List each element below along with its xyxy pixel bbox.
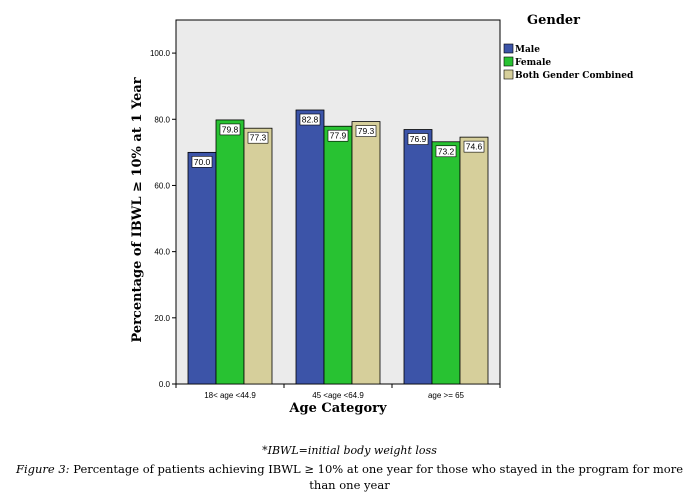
bar-female (215, 119, 245, 385)
bar-chart: 0.0 20.0 40.0 60.0 80.0 100.0 18< age <44.9 45… (130, 13, 634, 416)
data-label: 79.3 (358, 126, 375, 136)
y-tick-label: 0.0 (159, 380, 171, 389)
legend-swatch (503, 56, 514, 67)
y-tick-label: 80.0 (154, 115, 170, 124)
legend-label: Female (515, 58, 551, 68)
data-label: 73.2 (438, 146, 455, 156)
data-label-box (407, 133, 429, 145)
legend-label: Male (515, 45, 540, 55)
x-tick-label: 45 <age <64.9 (312, 391, 364, 400)
bar-male (187, 151, 217, 385)
bar-female (431, 141, 461, 385)
figure-caption: Figure 3: Percentage of patients achievi… (8, 461, 691, 493)
data-label: 77.9 (330, 131, 347, 141)
footnote: *IBWL=initial body weight loss (262, 444, 437, 457)
y-tick-label: 100.0 (150, 49, 171, 58)
legend-swatch (503, 69, 514, 80)
data-label: 79.8 (222, 124, 239, 134)
data-label: 70.0 (194, 157, 211, 167)
data-label: 82.8 (302, 115, 319, 125)
x-axis-title: Age Category (288, 401, 387, 416)
data-label-box (299, 113, 321, 126)
bar-both-gender-combined (243, 127, 273, 385)
data-label: 76.9 (410, 134, 427, 144)
data-label-box (247, 131, 269, 144)
data-label: 74.6 (466, 142, 483, 152)
bar-male (403, 129, 433, 385)
y-axis-title: Percentage of IBWL ≥ 10% at 1 Year (130, 77, 145, 342)
legend-label: Both Gender Combined (515, 71, 634, 81)
bar-male (295, 109, 325, 385)
bar-both-gender-combined (459, 136, 489, 385)
data-label-box (219, 123, 241, 136)
y-tick-label: 60.0 (154, 181, 170, 190)
data-label-box (355, 125, 377, 137)
data-label-box (327, 129, 349, 142)
data-label: 77.3 (250, 133, 267, 143)
data-label-box (463, 140, 485, 153)
x-tick-label: 18< age <44.9 (204, 391, 256, 400)
bar-both-gender-combined (351, 121, 381, 385)
data-labels: 70.0 79.8 77.3 82.8 77.9 79.3 76.9 73.2 74.6 (191, 113, 485, 168)
bar-female (323, 125, 353, 385)
legend-title: Gender (527, 13, 580, 28)
y-tick-label: 40.0 (154, 248, 170, 257)
legend-swatch (503, 43, 514, 54)
figure-label: Figure 3: (15, 462, 70, 476)
x-tick-label: age >= 65 (428, 391, 465, 400)
data-label-box (435, 145, 457, 158)
bars (187, 109, 489, 385)
y-tick-label: 20.0 (154, 314, 170, 323)
y-axis: 0.0 20.0 40.0 60.0 80.0 100.0 (150, 49, 176, 389)
legend: Male Female Both Gender Combined (503, 43, 634, 81)
x-axis: 18< age <44.9 45 <age <64.9 age >= 65 (175, 384, 501, 400)
data-label-box (191, 156, 213, 168)
caption-text: Percentage of patients achieving IBWL ≥ … (73, 462, 683, 492)
